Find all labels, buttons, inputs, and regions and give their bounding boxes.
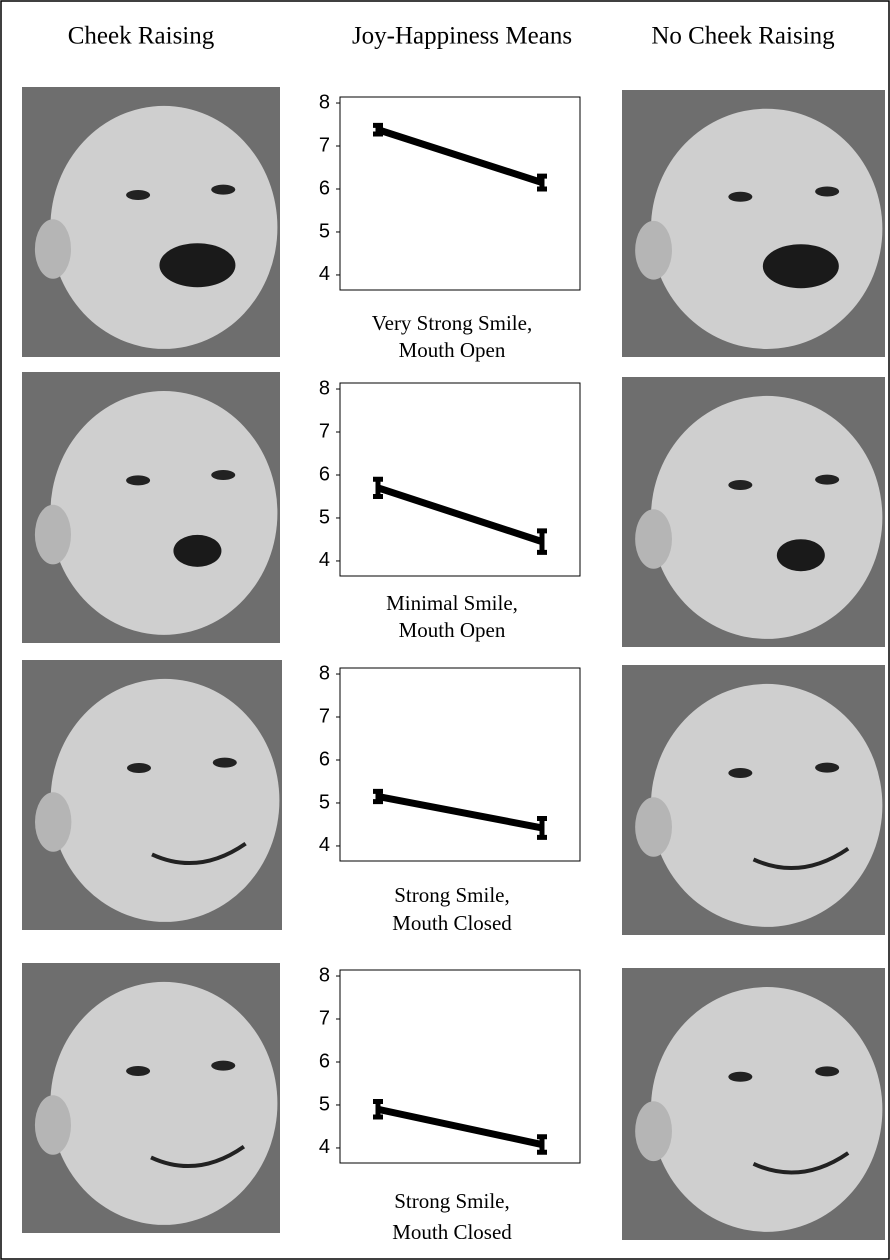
mouth	[173, 534, 222, 567]
y-tick-label: 7	[319, 420, 330, 442]
y-tick-label: 6	[319, 177, 330, 199]
mouth	[150, 1144, 246, 1168]
eye	[126, 190, 151, 200]
error-bar	[373, 788, 383, 805]
eye	[728, 480, 753, 490]
error-bar	[537, 815, 547, 840]
photos	[22, 87, 885, 1240]
plot-frame	[339, 969, 581, 1164]
y-tick-label: 4	[319, 834, 330, 856]
eye	[126, 1066, 151, 1076]
face	[50, 981, 278, 1225]
baby-photo	[22, 372, 280, 643]
baby-photo	[622, 377, 885, 647]
eye	[127, 763, 151, 773]
header: Joy-Happiness Means	[352, 23, 572, 50]
eye	[728, 1071, 753, 1082]
mean-line	[377, 1105, 543, 1148]
y-tick-label: 4	[319, 549, 330, 571]
y-tick-label: 7	[319, 134, 330, 156]
ear	[34, 1095, 72, 1155]
ear	[35, 792, 72, 852]
eye	[211, 469, 236, 480]
y-tick-label: 6	[319, 748, 330, 770]
y-tick-label: 4	[319, 1136, 330, 1158]
error-bar	[537, 1134, 547, 1155]
x-axis-label: Mouth Closed	[392, 911, 512, 935]
eye	[815, 1066, 840, 1077]
baby-photo	[22, 660, 282, 930]
x-axis-label: Strong Smile,	[394, 1189, 510, 1213]
y-tick-label: 5	[319, 791, 330, 813]
y-tick-label: 8	[319, 964, 330, 986]
face	[650, 395, 883, 639]
baby-photo	[622, 968, 885, 1240]
mouth	[752, 1151, 850, 1175]
mouth	[151, 841, 247, 865]
error-bar	[373, 476, 383, 499]
mouth	[159, 243, 236, 288]
eye	[815, 474, 840, 485]
y-tick-label: 8	[319, 91, 330, 113]
ear	[635, 797, 672, 857]
ear	[34, 504, 72, 565]
header: No Cheek Raising	[651, 23, 835, 50]
y-tick-label: 5	[319, 220, 330, 242]
x-axis-label: Strong Smile,	[394, 883, 510, 907]
baby-photo	[22, 87, 280, 357]
y-tick-label: 6	[319, 1050, 330, 1072]
mouth	[776, 539, 825, 572]
face	[50, 390, 278, 635]
eye	[728, 191, 753, 202]
mean-line	[376, 126, 544, 186]
face	[50, 678, 280, 922]
baby-photo	[622, 90, 885, 357]
error-bar	[373, 122, 383, 137]
mean-line	[376, 484, 544, 545]
eye	[126, 475, 151, 486]
mean-line	[377, 793, 543, 832]
y-tick-label: 5	[319, 506, 330, 528]
eye	[211, 184, 236, 195]
eye	[815, 762, 840, 773]
eye	[728, 768, 753, 778]
error-bar	[537, 528, 547, 555]
y-tick-label: 7	[319, 1007, 330, 1029]
y-tick-label: 5	[319, 1093, 330, 1115]
ear	[635, 1101, 672, 1162]
face	[650, 987, 883, 1232]
x-axis-label: Mouth Open	[399, 338, 506, 362]
face	[50, 105, 278, 349]
error-bar	[537, 173, 547, 192]
mouth	[752, 846, 850, 870]
y-tick-label: 7	[319, 705, 330, 727]
ear	[34, 219, 72, 279]
mouth	[762, 244, 839, 289]
ear	[635, 509, 672, 569]
baby-photo	[622, 665, 885, 935]
ear	[635, 220, 672, 280]
y-tick-label: 6	[319, 463, 330, 485]
plot-frame	[339, 382, 581, 577]
x-axis-label: Very Strong Smile,	[372, 311, 532, 335]
x-axis-label: Mouth Closed	[392, 1220, 512, 1244]
y-tick-label: 4	[319, 263, 330, 285]
baby-photo	[22, 963, 280, 1233]
eye	[815, 186, 840, 197]
y-tick-label: 8	[319, 662, 330, 684]
error-bar	[373, 1099, 383, 1120]
plot-frame	[339, 667, 581, 862]
y-tick-label: 8	[319, 377, 330, 399]
eye	[212, 757, 237, 768]
header: Cheek Raising	[68, 23, 215, 50]
eye	[211, 1060, 236, 1071]
plot-frame	[339, 96, 581, 291]
x-axis-label: Minimal Smile,	[386, 591, 518, 615]
face	[650, 108, 883, 349]
x-axis-label: Mouth Open	[399, 618, 506, 642]
face	[650, 683, 883, 927]
